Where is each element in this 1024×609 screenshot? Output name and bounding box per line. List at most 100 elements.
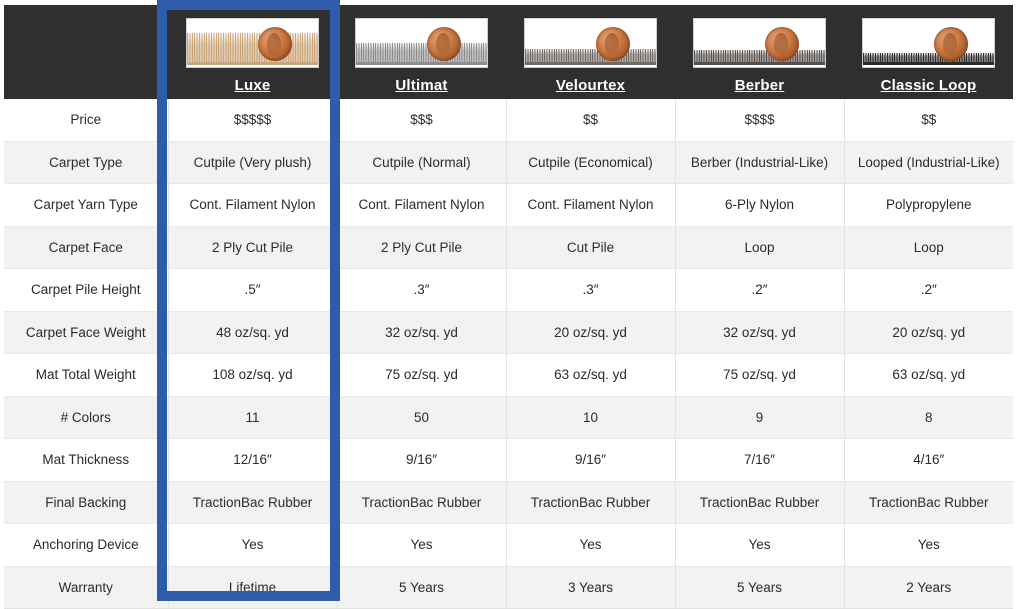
- table-row: # Colors 11 50 10 9 8: [4, 396, 1013, 439]
- table-row: Mat Thickness 12/16″ 9/16″ 9/16″ 7/16″ 4/16″: [4, 438, 1013, 482]
- cell-value: 5 Years: [675, 566, 845, 609]
- product-header-luxe[interactable]: Luxe: [168, 5, 337, 99]
- cell-value: $$$$: [675, 99, 845, 142]
- cell-value: Looped (Industrial-Like): [844, 141, 1013, 184]
- product-header-velourtex[interactable]: Velourtex: [506, 5, 675, 99]
- penny-icon: [427, 26, 461, 61]
- cell-value: 63 oz/sq. yd: [844, 353, 1013, 397]
- cell-value: 20 oz/sq. yd: [506, 311, 676, 354]
- table-row: Carpet Pile Height .5″ .3″ .3″ .2″ .2″: [4, 268, 1013, 312]
- carpet-cross-section-with-penny-icon: [693, 17, 826, 68]
- table-row: Final Backing TractionBac Rubber TractionB…: [4, 481, 1013, 524]
- carpet-pile-graphic: [356, 42, 487, 63]
- row-label: Anchoring Device: [4, 523, 169, 567]
- cell-value: Loop: [675, 226, 845, 269]
- cell-value: Yes: [675, 523, 845, 567]
- cell-value: 48 oz/sq. yd: [168, 311, 338, 354]
- row-label: Price: [4, 99, 169, 142]
- cell-value: $$: [844, 99, 1013, 142]
- cell-value: 4/16″: [844, 438, 1013, 482]
- penny-icon: [258, 26, 292, 61]
- product-name-link[interactable]: Classic Loop: [880, 76, 977, 94]
- cell-value: 6-Ply Nylon: [675, 183, 845, 227]
- carpet-cross-section-with-penny-icon: [186, 17, 319, 68]
- cell-value: Yes: [844, 523, 1013, 567]
- row-label: Carpet Yarn Type: [4, 183, 169, 227]
- table-row: Mat Total Weight 108 oz/sq. yd 75 oz/sq. y…: [4, 353, 1013, 397]
- cell-value: .5″: [168, 268, 338, 312]
- cell-value: 10: [506, 396, 676, 439]
- table-row: Warranty Lifetime 5 Years 3 Years 5 Years 2 Y…: [4, 566, 1013, 609]
- cell-value: 11: [168, 396, 338, 439]
- product-name-link[interactable]: Luxe: [234, 76, 271, 94]
- carpet-backing-graphic: [356, 61, 487, 65]
- cell-value: Yes: [506, 523, 676, 567]
- carpet-backing-graphic: [525, 61, 656, 65]
- table-body: Price $$$$$ $$$ $$ $$$$ $$ Carpet Type Cutpile …: [4, 99, 1013, 609]
- header-row: Luxe Ultimat: [4, 5, 1013, 99]
- penny-icon: [596, 26, 630, 61]
- cell-value: .2″: [675, 268, 845, 312]
- cell-value: Cutpile (Economical): [506, 141, 676, 184]
- cell-value: Yes: [337, 523, 507, 567]
- cell-value: .3″: [337, 268, 507, 312]
- cell-value: Cutpile (Very plush): [168, 141, 338, 184]
- cell-value: 12/16″: [168, 438, 338, 482]
- carpet-backing-graphic: [187, 61, 318, 65]
- cell-value: Polypropylene: [844, 183, 1013, 227]
- cell-value: 9/16″: [506, 438, 676, 482]
- cell-value: 2 Ply Cut Pile: [337, 226, 507, 269]
- product-header-content: Ultimat: [337, 11, 506, 94]
- cell-value: 20 oz/sq. yd: [844, 311, 1013, 354]
- row-label: Mat Thickness: [4, 438, 169, 482]
- cell-value: 2 Ply Cut Pile: [168, 226, 338, 269]
- row-label: Carpet Pile Height: [4, 268, 169, 312]
- cell-value: 32 oz/sq. yd: [675, 311, 845, 354]
- carpet-backing-graphic: [863, 61, 994, 65]
- row-label: Mat Total Weight: [4, 353, 169, 397]
- cell-value: Yes: [168, 523, 338, 567]
- cell-value: 9: [675, 396, 845, 439]
- cell-value: Berber (Industrial-Like): [675, 141, 845, 184]
- carpet-cross-section-with-penny-icon: [355, 17, 488, 68]
- cell-value: $$$: [337, 99, 507, 142]
- cell-value: 7/16″: [675, 438, 845, 482]
- cell-value: 3 Years: [506, 566, 676, 609]
- product-header-ultimat[interactable]: Ultimat: [337, 5, 506, 99]
- carpet-backing-graphic: [694, 61, 825, 65]
- row-label: Carpet Type: [4, 141, 169, 184]
- cell-value: TractionBac Rubber: [337, 481, 507, 524]
- cell-value: 5 Years: [337, 566, 507, 609]
- cell-value: 2 Years: [844, 566, 1013, 609]
- product-header-berber[interactable]: Berber: [675, 5, 844, 99]
- table-row: Anchoring Device Yes Yes Yes Yes Yes: [4, 523, 1013, 567]
- product-header-content: Luxe: [168, 11, 337, 94]
- row-label: Warranty: [4, 566, 169, 609]
- cell-value: Lifetime: [168, 566, 338, 609]
- cell-value: Cont. Filament Nylon: [506, 183, 676, 227]
- product-header-content: Classic Loop: [844, 11, 1013, 94]
- product-header-classic-loop[interactable]: Classic Loop: [844, 5, 1013, 99]
- cell-value: .2″: [844, 268, 1013, 312]
- table-row: Carpet Face 2 Ply Cut Pile 2 Ply Cut Pile C…: [4, 226, 1013, 269]
- carpet-comparison-table: Luxe Ultimat: [4, 5, 1013, 609]
- table-row: Price $$$$$ $$$ $$ $$$$ $$: [4, 99, 1013, 142]
- table-row: Carpet Type Cutpile (Very plush) Cutpile (…: [4, 141, 1013, 184]
- product-header-content: Berber: [675, 11, 844, 94]
- carpet-cross-section-with-penny-icon: [862, 17, 995, 68]
- product-name-link[interactable]: Velourtex: [555, 76, 626, 94]
- table-row: Carpet Yarn Type Cont. Filament Nylon Cont…: [4, 183, 1013, 227]
- cell-value: 50: [337, 396, 507, 439]
- product-name-link[interactable]: Ultimat: [395, 76, 448, 94]
- cell-value: $$$$$: [168, 99, 338, 142]
- cell-value: 75 oz/sq. yd: [675, 353, 845, 397]
- row-label: # Colors: [4, 396, 169, 439]
- cell-value: Cont. Filament Nylon: [168, 183, 338, 227]
- product-name-link[interactable]: Berber: [734, 76, 785, 94]
- cell-value: TractionBac Rubber: [844, 481, 1013, 524]
- cell-value: .3″: [506, 268, 676, 312]
- carpet-cross-section-with-penny-icon: [524, 17, 657, 68]
- cell-value: TractionBac Rubber: [675, 481, 845, 524]
- cell-value: 9/16″: [337, 438, 507, 482]
